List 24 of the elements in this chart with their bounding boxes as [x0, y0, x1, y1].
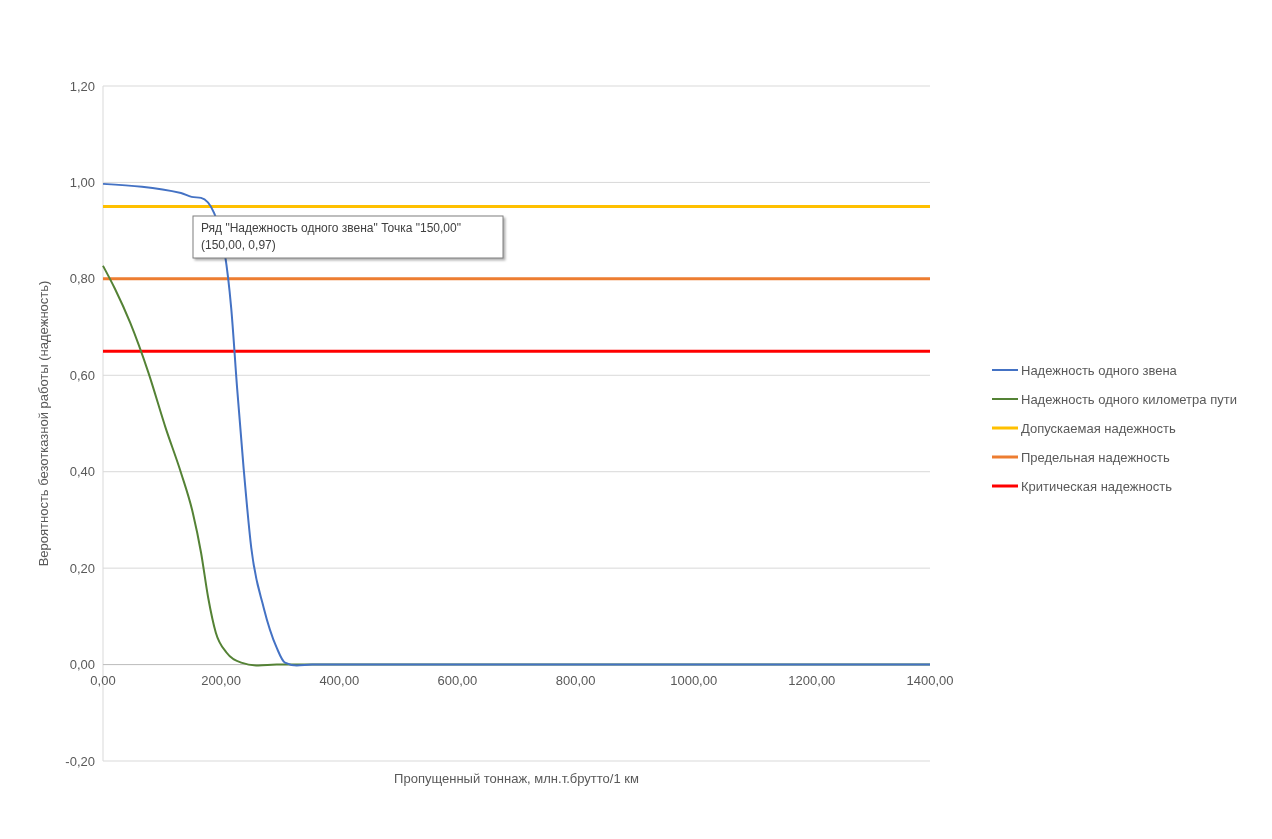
legend-label: Предельная надежность	[1021, 449, 1170, 465]
y-tick-label: 0,00	[69, 657, 95, 673]
x-tick-label: 1200,00	[788, 672, 836, 688]
legend-label: Надежность одного звена	[1021, 362, 1178, 378]
x-tick-label: 1400,00	[906, 672, 954, 688]
x-tick-label: 200,00	[201, 672, 242, 688]
x-tick-label: 1000,00	[670, 672, 718, 688]
annotation: Ряд "Надежность одного звена" Точка "150,00" (150,00, 0,97)	[201, 221, 461, 252]
y-tick-label: 0,80	[69, 271, 95, 287]
x-tick-label: 0,00	[90, 672, 116, 688]
legend-label: Надежность одного километра пути	[1021, 391, 1237, 407]
x-axis-title: Пропущенный тоннаж, млн.т.брутто/1 км	[394, 771, 639, 786]
y-axis-title: Вероятность безотказной работы (надежность)	[36, 280, 51, 567]
x-tick-label: 400,00	[319, 672, 360, 688]
legend-label: Критическая надежность	[1021, 478, 1173, 494]
y-tick-label: 1,20	[69, 78, 95, 94]
y-tick-label: 1,00	[69, 174, 95, 190]
y-tick-label: 0,20	[69, 560, 95, 576]
y-tick-label: -0,20	[65, 753, 95, 769]
y-tick-label: 0,60	[69, 367, 95, 383]
y-tick-label: 0,40	[69, 464, 95, 480]
legend-label: Допускаемая надежность	[1021, 420, 1176, 436]
x-tick-label: 600,00	[437, 672, 478, 688]
x-tick-label: 800,00	[555, 672, 596, 688]
